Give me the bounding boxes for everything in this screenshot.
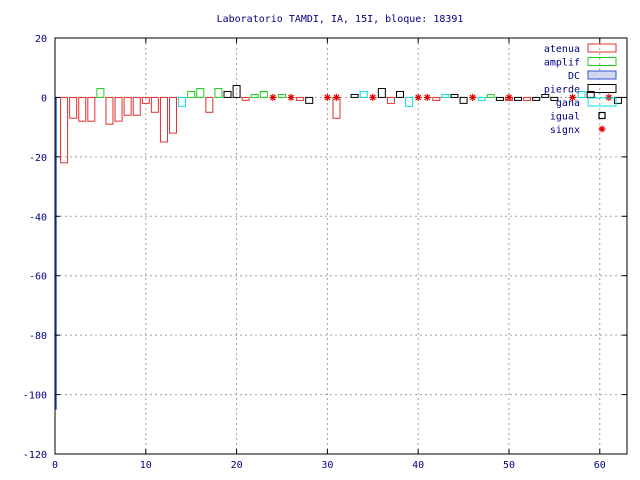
bar <box>514 96 523 101</box>
legend-label-igual: igual <box>550 112 580 123</box>
axis-frame <box>54 37 628 455</box>
bar <box>214 88 223 98</box>
legend-label-atenua: atenua <box>544 44 580 55</box>
bar <box>586 90 595 98</box>
legend-swatch-signx <box>598 125 606 133</box>
x-tick-label: 60 <box>594 460 606 471</box>
legend-swatch-igual <box>598 111 606 120</box>
signx-marker <box>332 93 340 101</box>
signx-marker <box>369 93 377 101</box>
bar <box>232 85 241 98</box>
bar <box>69 96 78 119</box>
y-tick-label: -80 <box>29 331 47 342</box>
y-tick-label: -20 <box>29 153 47 164</box>
bar <box>78 96 87 122</box>
bar <box>532 96 541 101</box>
bar <box>405 96 414 107</box>
y-tick-label: 20 <box>35 34 47 45</box>
y-tick-label: -100 <box>23 391 47 402</box>
bar <box>441 93 450 98</box>
series-atenua <box>60 96 532 164</box>
x-tick-label: 10 <box>140 460 152 471</box>
bar <box>60 96 69 164</box>
bar <box>159 96 168 143</box>
bar <box>169 96 178 134</box>
bar <box>150 96 159 113</box>
bar <box>87 96 96 122</box>
bar <box>432 96 441 101</box>
legend-swatch-atenua <box>587 43 617 53</box>
bar <box>386 96 395 104</box>
bar <box>205 96 214 113</box>
signx-marker <box>323 93 331 101</box>
bar <box>123 96 132 116</box>
legend: atenua amplif DC pierde gana igual signx <box>544 43 617 136</box>
x-tick-label: 20 <box>231 460 243 471</box>
grid <box>54 37 627 455</box>
bar <box>241 96 250 101</box>
bar <box>359 90 368 98</box>
signx-marker <box>414 93 422 101</box>
legend-swatch-gana <box>587 97 617 107</box>
bar <box>523 96 532 101</box>
bar <box>277 93 286 98</box>
bar <box>196 88 205 98</box>
bar <box>250 93 259 98</box>
bar <box>477 96 486 101</box>
bar <box>377 88 386 98</box>
legend-swatch-amplif <box>587 57 617 66</box>
bar <box>132 96 141 116</box>
y-tick-label: -120 <box>23 450 47 461</box>
signx-marker <box>505 93 513 101</box>
bar <box>495 96 504 101</box>
bar <box>350 93 359 98</box>
series-gana <box>178 90 586 107</box>
bar <box>141 96 150 104</box>
legend-swatch-dc <box>587 70 617 80</box>
chart-title: Laboratorio TAMDI, IA, 15I, bloque: 1839… <box>217 14 464 25</box>
bar <box>577 90 586 98</box>
y-tick-label: -60 <box>29 272 47 283</box>
legend-label-gana: gana <box>556 98 580 109</box>
legend-swatch-pierde <box>587 84 617 93</box>
bar <box>459 96 468 104</box>
bar <box>486 93 495 98</box>
x-tick-label: 50 <box>503 460 515 471</box>
y-tick-label: 0 <box>41 93 47 104</box>
x-tick-label: 0 <box>52 460 58 471</box>
legend-label-amplif: amplif <box>544 58 580 69</box>
signx-marker <box>287 93 295 101</box>
legend-label-dc: DC <box>568 71 580 82</box>
axis-ticks: 0 10 20 30 40 50 60 -120 -100 -80 -60 -40 -20 0 20 <box>23 34 627 471</box>
series-amplif <box>96 88 495 98</box>
bar <box>259 90 268 98</box>
signx-marker <box>469 93 477 101</box>
x-tick-label: 30 <box>321 460 333 471</box>
series-signx <box>269 93 613 101</box>
bar <box>96 88 105 98</box>
bar <box>105 96 114 125</box>
bar <box>296 96 305 101</box>
signx-marker <box>269 93 277 101</box>
bar <box>550 96 559 101</box>
y-tick-label: -40 <box>29 212 47 223</box>
bar <box>178 96 187 107</box>
bar <box>187 90 196 98</box>
bar <box>613 96 622 104</box>
bar <box>541 93 550 98</box>
plot-area <box>54 85 622 410</box>
bar <box>223 90 232 98</box>
bar <box>305 96 314 104</box>
signx-marker <box>423 93 431 101</box>
bar <box>450 93 459 98</box>
legend-label-pierde: pierde <box>544 85 580 96</box>
signx-marker <box>605 93 613 101</box>
x-tick-label: 40 <box>412 460 424 471</box>
bar <box>396 90 405 98</box>
legend-label-signx: signx <box>550 125 580 136</box>
signx-marker <box>569 93 577 101</box>
bar <box>114 96 123 122</box>
series-pierde <box>223 85 622 104</box>
